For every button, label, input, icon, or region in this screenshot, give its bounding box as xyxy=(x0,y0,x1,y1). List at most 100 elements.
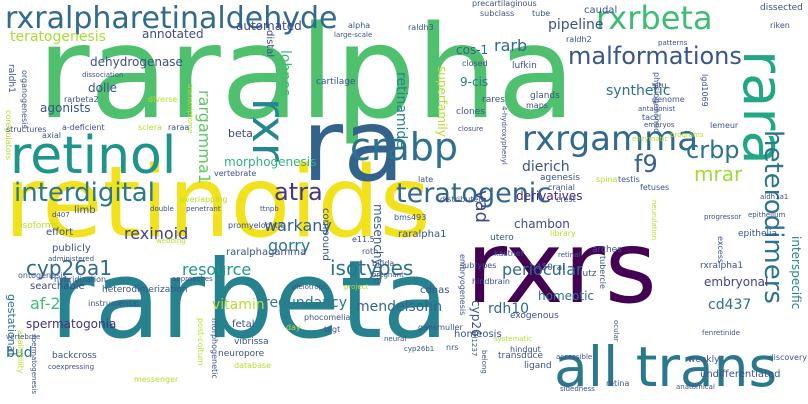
word-cd437: cd437 xyxy=(708,297,752,313)
word-rargamma1: rargamma1 xyxy=(195,90,214,184)
word-closure: closure xyxy=(458,125,484,133)
word-retina: retina xyxy=(606,379,630,388)
word-rexinoid: rexinoid xyxy=(124,224,189,243)
word-dissociation: dissociation xyxy=(82,71,124,79)
word-maps: maps xyxy=(526,101,548,110)
word-tegt: tegt xyxy=(324,325,341,334)
word-pleiotropic: pleiotropic xyxy=(292,283,329,291)
word-axial: axial xyxy=(42,131,61,140)
word-rxralpha1: rxralpha1 xyxy=(700,261,744,271)
word-ttnpb: ttnpb xyxy=(260,205,279,213)
word-coexpressing: coexpressing xyxy=(48,363,95,371)
word-post-coitum: post-coitum xyxy=(196,318,205,366)
word-superfamily: superfamily xyxy=(435,66,449,137)
word-ra: ra xyxy=(302,87,405,204)
word-limb: limb xyxy=(74,205,96,216)
word-embryogenesis: embryogenesis xyxy=(458,254,467,316)
word-approaches: approaches xyxy=(172,275,213,283)
word-administered: administered xyxy=(48,255,95,263)
word-ocular: ocular xyxy=(612,320,620,342)
word-bud: bud xyxy=(6,345,33,361)
word-distributed: distributed xyxy=(440,195,484,204)
word-gestational: gestational xyxy=(5,294,18,356)
word-late: late xyxy=(418,175,434,184)
word-crest: crest xyxy=(556,195,576,204)
word-heterodimers: heterodimers xyxy=(758,130,788,304)
word-mrar: mrar xyxy=(694,162,743,186)
word-vertebrae: vertebrae xyxy=(6,333,41,341)
word-rares: rares xyxy=(482,95,505,105)
word-all-trans: all trans xyxy=(554,335,778,399)
word-hybridization: hybridization xyxy=(54,275,107,284)
word-crabp: crabp xyxy=(350,125,459,169)
word-cos-1: cos-1 xyxy=(456,43,489,57)
word-automated: automated xyxy=(236,19,302,33)
word-interspecific: interspecific xyxy=(789,236,803,310)
word-taccl: taccl xyxy=(642,113,662,122)
word-spermatogenesis: spermatogenesis xyxy=(30,334,38,395)
word-overlapping: overlapping xyxy=(180,195,228,204)
word-alpha: alpha xyxy=(348,21,371,30)
word-rara: rara xyxy=(730,50,795,165)
word-project: project xyxy=(344,283,369,291)
word-closed: closed xyxy=(462,59,488,68)
word-bifida: bifida xyxy=(372,259,395,268)
word-lohnes: lohnes xyxy=(277,50,293,97)
word-raraa: raraa xyxy=(168,123,190,132)
word-rxralpharetinaldehyde: rxralpharetinaldehyde xyxy=(5,1,338,36)
word-interdigital: interdigital xyxy=(14,178,155,208)
word-tube: tube xyxy=(532,9,551,18)
word-raralpha: raralpha xyxy=(37,0,576,148)
word-rxrgamma: rxrgamma xyxy=(522,119,699,159)
word-dolle: dolle xyxy=(88,81,118,95)
word-warkany: warkany xyxy=(264,216,332,235)
word-vad: vad xyxy=(471,190,492,224)
word-neuropore: neuropore xyxy=(218,349,265,359)
word-periocular: periocular xyxy=(502,260,583,279)
word-spermatogonia: spermatogonia xyxy=(26,317,117,331)
word-neural: neural xyxy=(384,335,407,343)
word-epithelium: epithelium xyxy=(748,211,786,219)
word-rxr: rxr xyxy=(242,98,296,162)
word-teratogenic: teratogenic xyxy=(396,178,552,209)
word-searchable: searchable xyxy=(30,281,85,292)
word-antagonist: antagonist xyxy=(638,105,676,113)
word-transduce: transduce xyxy=(498,351,544,361)
word-excess: excess xyxy=(716,236,725,264)
word-accessible: accessible xyxy=(556,353,593,361)
word-morphogenetic: morphogenetic xyxy=(210,318,219,379)
word-glands: glands xyxy=(530,91,560,101)
word-p450rai: p450rai xyxy=(530,263,565,273)
word-malformations: malformations xyxy=(568,42,742,70)
word-af-2: af-2 xyxy=(30,294,61,313)
word-raldh2: raldh2 xyxy=(566,35,592,44)
word-effort: effort xyxy=(46,227,74,238)
word-epithelia: epithelia xyxy=(738,229,778,239)
word-annotated: annotated xyxy=(142,27,204,41)
word-e11-5: e11.5 xyxy=(352,235,375,244)
word-roth: roth xyxy=(362,247,379,256)
word-instrumental: instrumental xyxy=(88,299,140,308)
word-progressor: progressor xyxy=(704,213,742,221)
word-mendelsohn: mendelsohn xyxy=(356,299,443,315)
word-backcross: backcross xyxy=(52,351,97,361)
word-sclera: sclera xyxy=(138,123,162,132)
word-raldh3: raldh3 xyxy=(408,23,434,32)
word-distal: distal xyxy=(264,30,275,58)
word-precartilaginous: precartilaginous xyxy=(472,0,537,8)
word-vertebrate: vertebrate xyxy=(214,169,257,178)
word-discovery: discovery xyxy=(768,353,807,362)
word-compound: compound xyxy=(320,208,331,261)
word-mesenchyme: mesenchyme xyxy=(371,204,385,285)
word-clones: clones xyxy=(456,107,485,117)
word-homeotic: homeotic xyxy=(538,289,594,303)
word-9-cis: 9-cis xyxy=(460,75,489,89)
word-structures: structures xyxy=(6,125,47,134)
word-double: double xyxy=(150,205,174,213)
word-isotypes: isotypes xyxy=(330,256,414,280)
word-nrs: nrs xyxy=(446,343,459,352)
word-utero: utero xyxy=(490,233,514,243)
word-rxrbeta: rxrbeta xyxy=(596,0,713,37)
word-teratogenesis: teratogenesis xyxy=(10,29,106,45)
